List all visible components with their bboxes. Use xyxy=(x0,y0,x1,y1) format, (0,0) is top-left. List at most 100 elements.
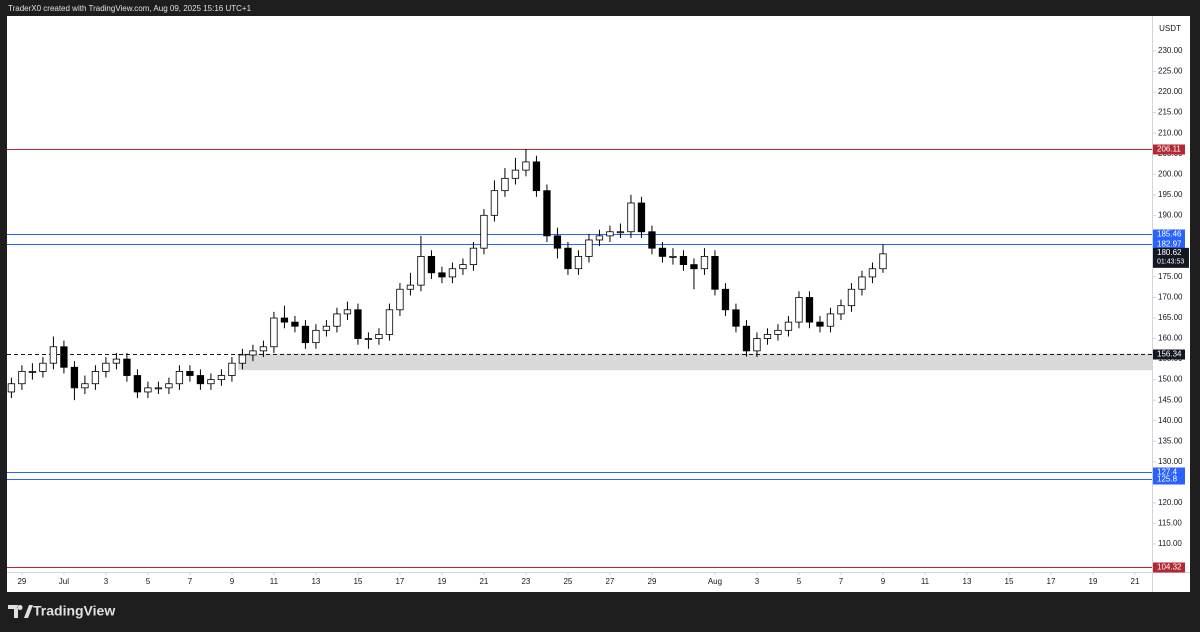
y-tick-label: 175.00 xyxy=(1158,272,1183,281)
y-tick-label: 145.00 xyxy=(1158,395,1183,404)
candle-body xyxy=(175,371,184,385)
candle-body xyxy=(469,247,478,266)
candle-body xyxy=(102,362,110,372)
candle-body xyxy=(511,169,520,179)
candle-body xyxy=(186,371,194,376)
candle-body xyxy=(28,371,37,373)
y-tick-label: 200.00 xyxy=(1158,169,1183,178)
candle-body xyxy=(133,375,142,393)
x-tick-label: 11 xyxy=(921,577,930,586)
candle-body xyxy=(144,387,152,393)
level-label-box xyxy=(1153,467,1185,478)
candle-body xyxy=(60,346,68,368)
last-price-label: 180.62 xyxy=(1157,248,1182,257)
level-label-box xyxy=(1153,144,1185,155)
candle-body xyxy=(312,329,320,344)
candle-body xyxy=(847,288,856,307)
level-label-box xyxy=(1153,239,1185,250)
candle-body xyxy=(427,255,436,274)
y-tick-label: 135.00 xyxy=(1158,436,1183,445)
candle-body xyxy=(301,325,310,344)
y-tick-label: 230.00 xyxy=(1158,46,1183,55)
x-tick-label: 23 xyxy=(521,577,530,586)
candle-body xyxy=(459,264,467,270)
level-label: 125.8 xyxy=(1157,475,1178,484)
candle-body xyxy=(70,366,79,389)
y-tick-label: 130.00 xyxy=(1158,457,1183,466)
candle-body xyxy=(228,362,236,376)
candle-body xyxy=(868,268,877,278)
candle-body xyxy=(385,309,394,335)
level-label: 104.32 xyxy=(1157,563,1182,572)
header-text: TraderX0 created with TradingView.com, A… xyxy=(8,4,252,13)
y-tick-label: 115.00 xyxy=(1158,519,1182,528)
candle-body xyxy=(585,239,593,257)
candle-body xyxy=(480,214,488,249)
x-tick-label: 3 xyxy=(104,577,109,586)
x-tick-label: 21 xyxy=(1131,577,1140,586)
y-tick-label: 220.00 xyxy=(1158,87,1183,96)
candle-body xyxy=(522,161,530,171)
candle-body xyxy=(658,247,667,257)
logo-icon xyxy=(8,605,33,618)
x-tick-label: 13 xyxy=(963,577,972,586)
candle-body xyxy=(112,358,121,364)
level-label: 206.11 xyxy=(1157,145,1181,154)
x-tick-label: 19 xyxy=(1089,577,1098,586)
currency-label: USDT xyxy=(1159,24,1181,33)
candle-body xyxy=(543,190,551,237)
level-label-box xyxy=(1153,229,1185,240)
x-tick-label: 7 xyxy=(839,577,844,586)
candle-body xyxy=(816,321,824,327)
countdown-label: 01:43:53 xyxy=(1157,259,1184,266)
y-tick-label: 210.00 xyxy=(1158,128,1183,137)
x-tick-label: Jul xyxy=(59,577,69,586)
support-zone xyxy=(238,353,1153,371)
x-tick-label: 5 xyxy=(797,577,802,586)
candle-body xyxy=(417,255,425,286)
candle-body xyxy=(669,255,677,258)
candle-body xyxy=(123,358,131,376)
x-tick-label: 9 xyxy=(230,577,235,586)
candle-body xyxy=(553,235,562,249)
candle-body xyxy=(448,268,457,278)
candle-body xyxy=(165,383,173,389)
y-tick-label: 225.00 xyxy=(1158,67,1183,76)
candle-body xyxy=(333,313,341,327)
x-tick-label: 13 xyxy=(311,577,320,586)
candle-body xyxy=(763,334,772,339)
candle-body xyxy=(774,329,782,335)
x-tick-label: 29 xyxy=(648,577,657,586)
candle-body xyxy=(364,338,373,340)
y-tick-label: 120.00 xyxy=(1158,498,1183,507)
y-tick-label: 215.00 xyxy=(1158,108,1183,117)
x-tick-label: 17 xyxy=(395,577,404,586)
candle-body xyxy=(795,297,803,323)
candle-body xyxy=(648,231,656,249)
level-label: 127.4 xyxy=(1157,468,1178,477)
x-tick-label: 29 xyxy=(17,577,26,586)
logo-text: TradingView xyxy=(33,603,115,619)
candle-body xyxy=(154,387,163,390)
y-tick-label: 165.00 xyxy=(1158,313,1183,322)
candle-body xyxy=(627,202,635,233)
candle-body xyxy=(784,321,793,331)
x-tick-label: 7 xyxy=(188,577,193,586)
candle-body xyxy=(7,383,16,393)
candle-body xyxy=(732,309,740,327)
candle-body xyxy=(532,161,541,192)
x-tick-label: 17 xyxy=(1047,577,1056,586)
candle-body xyxy=(196,375,205,385)
candle-body xyxy=(721,288,730,311)
candle-body xyxy=(18,371,26,385)
candle-body xyxy=(343,309,352,315)
candle-body xyxy=(858,276,866,290)
x-tick-label: 15 xyxy=(1005,577,1014,586)
x-tick-label: 11 xyxy=(270,577,279,586)
candle-body xyxy=(564,247,572,270)
candle-body xyxy=(805,297,814,323)
candle-body xyxy=(39,362,47,372)
footer-logo: TradingView xyxy=(8,603,115,619)
candle-body xyxy=(354,309,362,339)
